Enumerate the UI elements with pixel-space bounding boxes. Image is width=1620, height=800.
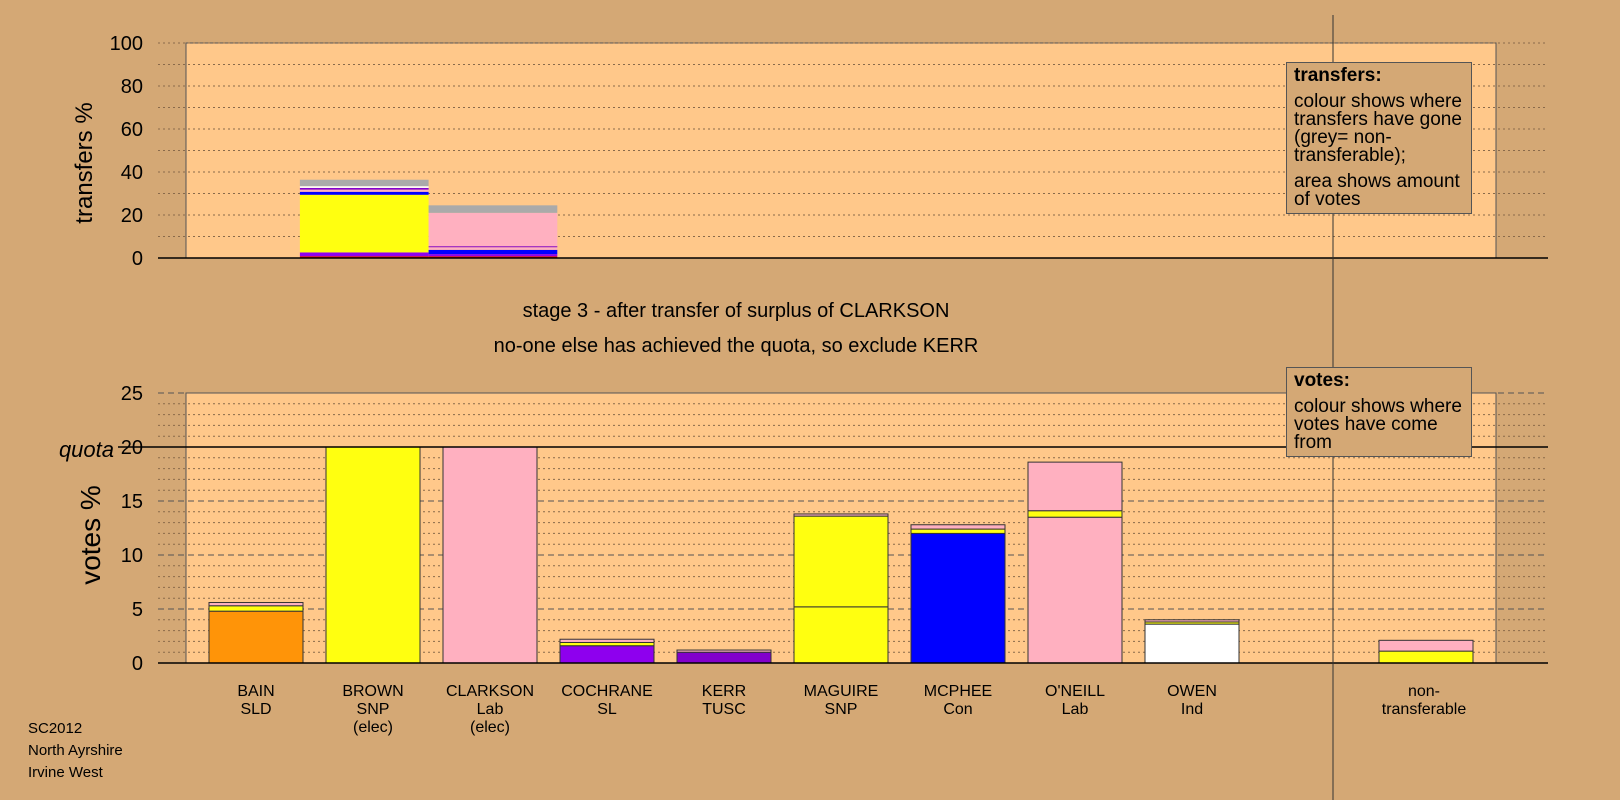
candidate-label: Lab xyxy=(1062,701,1089,718)
stage-title: stage 3 - after transfer of surplus of C… xyxy=(522,300,950,322)
footer-election: SC2012 xyxy=(28,720,83,737)
transfer-bar-segment xyxy=(428,254,558,257)
candidate-label: non- xyxy=(1408,683,1440,700)
vote-bar-segment xyxy=(910,524,1006,530)
votes-y-tick-label: 5 xyxy=(132,599,143,621)
vote-bar-segment xyxy=(1027,516,1123,664)
candidate-label: BROWN xyxy=(342,683,403,700)
transfers-y-tick-label: 80 xyxy=(121,76,143,98)
transfers-y-tick-label: 20 xyxy=(121,205,143,227)
vote-bar-segment xyxy=(910,528,1006,534)
candidate-label: COCHRANE xyxy=(561,683,653,700)
candidate-label: O'NEILL xyxy=(1045,683,1105,700)
vote-bar-segment xyxy=(208,610,304,664)
transfers-legend-line2: area shows amount of votes xyxy=(1294,171,1460,210)
vote-bar-segment xyxy=(676,651,772,664)
candidate-label: KERR xyxy=(702,683,746,700)
candidate-label: TUSC xyxy=(702,701,746,718)
footer-council: North Ayrshire xyxy=(28,742,123,759)
vote-bar-segment xyxy=(1027,461,1123,512)
transfer-bar-segment xyxy=(299,252,429,257)
votes-legend: votes: colour shows where votes have com… xyxy=(1286,367,1472,457)
transfer-bar-segment xyxy=(428,212,558,247)
vote-bar-segment xyxy=(1378,639,1474,652)
votes-legend-title: votes: xyxy=(1294,370,1350,391)
vote-bar-segment xyxy=(1144,623,1240,664)
candidate-label: (elec) xyxy=(353,719,393,736)
vote-bar-segment xyxy=(793,606,889,664)
votes-y-tick-label: 0 xyxy=(132,653,143,675)
footer-ward: Irvine West xyxy=(28,764,103,781)
transfer-bar-segment xyxy=(299,194,429,253)
transfers-legend-title: transfers: xyxy=(1294,65,1382,86)
vote-bar-segment xyxy=(676,649,772,653)
vote-bar-segment xyxy=(208,602,304,607)
candidate-label: Lab xyxy=(477,701,504,718)
candidate-label: CLARKSON xyxy=(446,683,534,700)
votes-plot-bars xyxy=(208,446,1474,664)
vote-bar-segment xyxy=(793,515,889,608)
candidate-label: Con xyxy=(943,701,972,718)
vote-bar-segment xyxy=(325,446,421,664)
transfers-y-axis-label: transfers % xyxy=(71,102,98,223)
votes-y-tick-label: 25 xyxy=(121,383,143,405)
vote-bar-segment xyxy=(793,513,889,517)
candidate-label: BAIN xyxy=(237,683,274,700)
transfer-bar-segment xyxy=(428,246,558,248)
candidate-label: OWEN xyxy=(1167,683,1217,700)
transfers-plot-bars xyxy=(299,179,558,258)
vote-bar-segment xyxy=(442,446,538,664)
stage-subtitle: no-one else has achieved the quota, so e… xyxy=(493,335,979,357)
candidate-label: (elec) xyxy=(470,719,510,736)
candidate-label: transferable xyxy=(1382,701,1467,718)
candidate-label: SL xyxy=(597,701,617,718)
votes-y-tick-label: 20 xyxy=(121,437,143,459)
transfer-bar-segment xyxy=(299,191,429,195)
transfers-y-tick-label: 0 xyxy=(132,248,143,270)
votes-y-tick-label: 15 xyxy=(121,491,143,513)
candidate-label: SNP xyxy=(357,701,390,718)
votes-y-axis-label: votes % xyxy=(75,485,106,585)
quota-label: quota xyxy=(59,437,114,462)
transfer-bar-segment xyxy=(428,247,558,250)
transfer-bar-segment xyxy=(299,189,429,192)
transfer-bar-segment xyxy=(428,256,558,258)
transfers-plot-axis: 0 20 40 60 80 100 xyxy=(110,33,1548,270)
vote-bar-segment xyxy=(1027,510,1123,518)
transfer-bar-segment xyxy=(299,186,429,188)
candidate-label: SNP xyxy=(825,701,858,718)
transfer-bar-segment xyxy=(299,179,429,187)
transfer-bar-segment xyxy=(299,256,429,258)
vote-bar-segment xyxy=(1144,619,1240,623)
candidate-label: Ind xyxy=(1181,701,1203,718)
votes-legend-line1: colour shows where votes have come from xyxy=(1294,396,1462,453)
transfers-legend-line1: colour shows where transfers have gone (… xyxy=(1294,91,1462,166)
vote-bar-segment xyxy=(910,532,1006,664)
transfers-y-tick-label: 60 xyxy=(121,119,143,141)
transfer-bar-segment xyxy=(428,249,558,255)
vote-bar-segment xyxy=(1378,650,1474,664)
transfers-legend: transfers: colour shows where transfers … xyxy=(1286,62,1472,214)
candidate-label: MCPHEE xyxy=(924,683,992,700)
transfer-bar-segment xyxy=(299,187,429,190)
vote-bar-segment xyxy=(559,645,655,664)
candidate-label: MAGUIRE xyxy=(804,683,879,700)
candidate-label: SLD xyxy=(240,701,271,718)
candidate-labels: BAINSLDBROWNSNP(elec)CLARKSONLab(elec)CO… xyxy=(237,683,1466,736)
vote-bar-segment xyxy=(208,605,304,612)
transfers-y-tick-label: 100 xyxy=(110,33,143,55)
transfers-y-tick-label: 40 xyxy=(121,162,143,184)
transfer-bar-segment xyxy=(428,205,558,213)
footer: SC2012 North Ayrshire Irvine West xyxy=(28,718,123,784)
vote-bar-segment xyxy=(559,638,655,643)
votes-y-tick-label: 10 xyxy=(121,545,143,567)
